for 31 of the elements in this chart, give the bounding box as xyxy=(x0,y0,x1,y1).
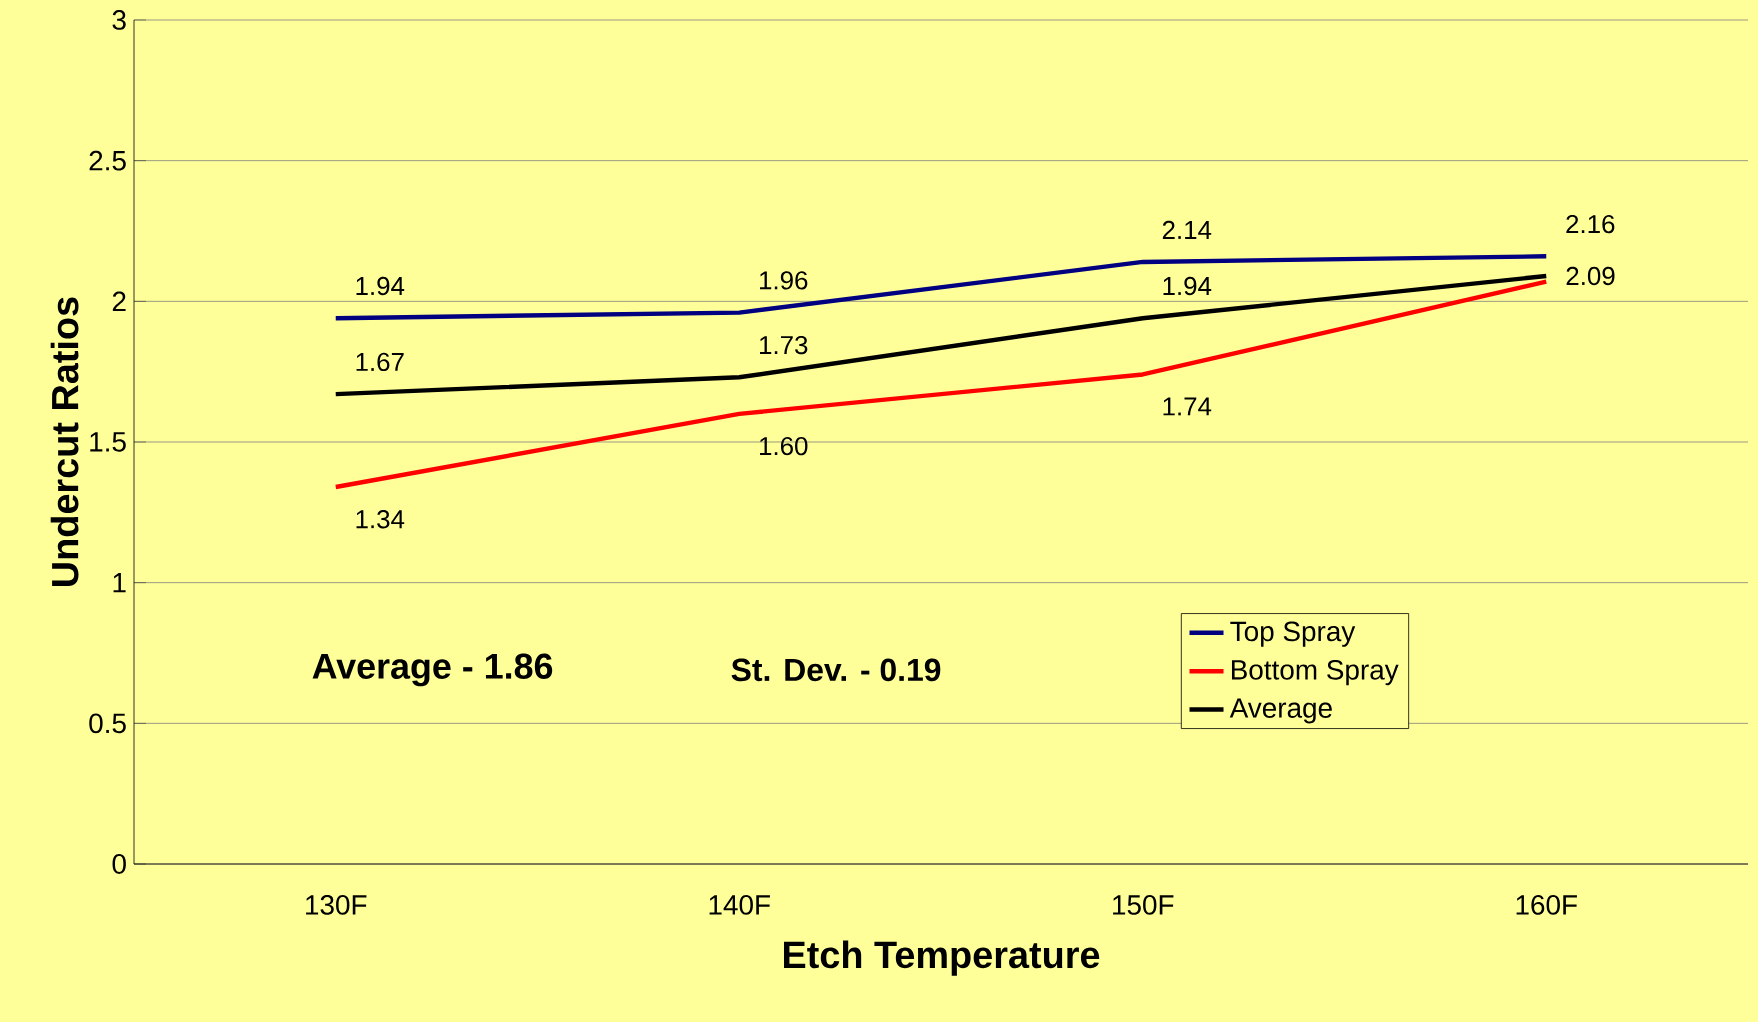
y-tick-label: 3 xyxy=(112,10,126,30)
data-label: 2.14 xyxy=(1162,220,1212,239)
line-series xyxy=(333,254,1549,321)
y-tick-label: 1 xyxy=(113,573,126,593)
x-tick-label: 150F xyxy=(1113,895,1174,915)
x-tick-label: 140F xyxy=(709,895,770,915)
data-label: 1.94 xyxy=(356,276,405,296)
data-label: 1.74 xyxy=(1163,397,1212,416)
x-tick-label: 130F xyxy=(306,895,367,915)
data-label: 1.73 xyxy=(760,335,808,355)
data-label: 1.34 xyxy=(356,510,405,529)
y-tick-label: 1.5 xyxy=(90,432,126,452)
annotation: St. Dev. - 0.19 xyxy=(731,658,941,682)
y-tick-label: 0.5 xyxy=(89,713,126,734)
legend-label: Top Spray xyxy=(1230,621,1356,647)
data-label: 1.94 xyxy=(1163,276,1212,296)
legend-label: Bottom Spray xyxy=(1231,659,1399,686)
annotation: Average - 1.86 xyxy=(312,653,553,687)
line-series xyxy=(333,273,1549,397)
y-tick-label: 0 xyxy=(112,854,126,874)
data-label: 2.16 xyxy=(1566,214,1615,234)
data-label: 1.96 xyxy=(760,271,808,290)
y-tick-label: 2 xyxy=(112,291,126,312)
data-label: 2.09 xyxy=(1566,266,1615,286)
data-label: 1.67 xyxy=(356,352,404,372)
y-tick-label: 2.5 xyxy=(89,150,126,171)
x-axis-title: Etch Temperature xyxy=(784,940,1100,976)
legend-label: Average xyxy=(1229,698,1332,724)
data-label: 1.60 xyxy=(760,436,808,456)
x-tick-label: 160F xyxy=(1516,895,1577,915)
y-axis-title: Undercut Ratios xyxy=(50,297,79,586)
